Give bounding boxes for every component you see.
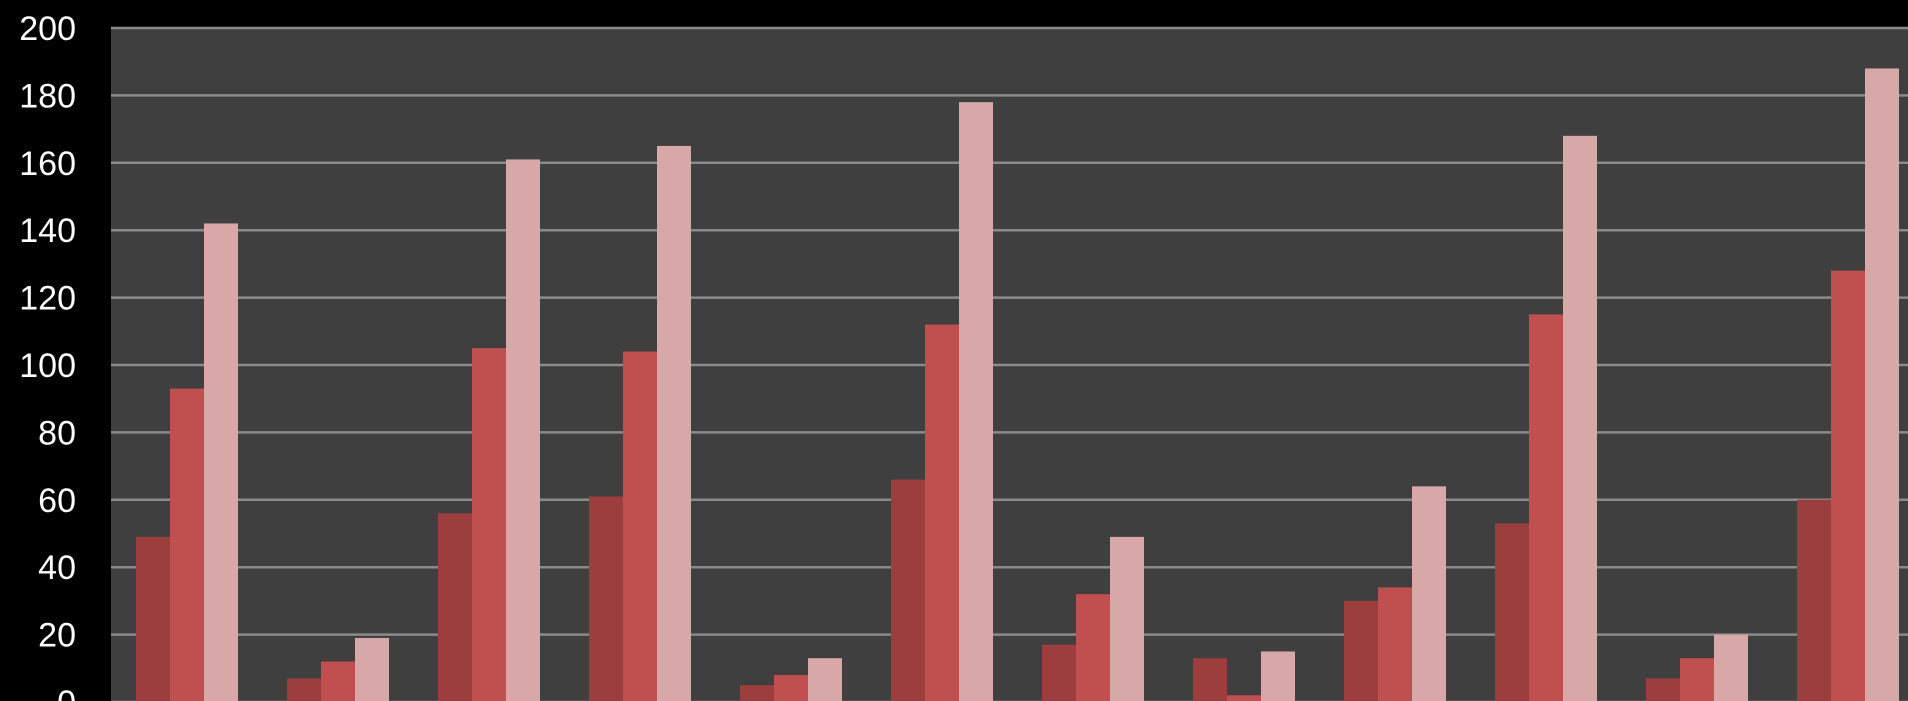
bar-series-2 xyxy=(321,661,355,701)
bar-series-3 xyxy=(657,145,691,701)
bar-series-2 xyxy=(1378,587,1412,701)
bar-series-3 xyxy=(1110,536,1144,701)
y-tick-label: 40 xyxy=(38,549,76,587)
bar-group xyxy=(287,637,389,701)
bar-group xyxy=(438,159,540,701)
bar-group xyxy=(589,145,691,701)
bar-group xyxy=(1797,68,1899,701)
bar-series-1 xyxy=(438,513,472,701)
gridlines xyxy=(111,26,1908,701)
bar-group xyxy=(1344,486,1446,701)
bar-series-2 xyxy=(1529,314,1563,701)
y-tick-label: 140 xyxy=(19,212,76,250)
bar-series-1 xyxy=(1042,644,1076,701)
bar-series-3 xyxy=(808,658,842,701)
bar-series-3 xyxy=(1261,651,1295,701)
bar-series-2 xyxy=(925,324,959,701)
bar-series-1 xyxy=(891,479,925,701)
bar-group xyxy=(1495,135,1597,701)
bar-group xyxy=(136,223,238,701)
bar-series-2 xyxy=(1227,695,1261,701)
bar-series-1 xyxy=(1495,523,1529,701)
bar-series-2 xyxy=(170,388,204,701)
bar-series-3 xyxy=(959,102,993,701)
bar-series-2 xyxy=(472,348,506,701)
bar-group xyxy=(1646,634,1748,701)
bar-series-1 xyxy=(287,678,321,701)
bar-group xyxy=(1042,536,1144,701)
y-tick-label: 200 xyxy=(19,10,76,48)
bar-series-1 xyxy=(740,685,774,701)
y-tick-label: 80 xyxy=(38,414,76,452)
bar-series-2 xyxy=(1076,594,1110,701)
bar-series-1 xyxy=(136,536,170,701)
bar-series-3 xyxy=(1563,135,1597,701)
bar-group xyxy=(891,102,993,701)
bar-series-3 xyxy=(1714,634,1748,701)
bar-series-3 xyxy=(506,159,540,701)
y-tick-label: 0 xyxy=(57,684,76,701)
bar-series-3 xyxy=(355,637,389,701)
y-tick-label: 20 xyxy=(38,617,76,655)
bars xyxy=(136,68,1899,701)
bar-group xyxy=(740,658,842,701)
bar-series-3 xyxy=(1412,486,1446,701)
bar-series-1 xyxy=(1193,658,1227,701)
bar-series-2 xyxy=(774,675,808,701)
bar-series-3 xyxy=(1865,68,1899,701)
y-axis-tick-labels: 0 20 40 60 80 100 120 140 160 180 200 xyxy=(19,10,76,701)
bar-series-1 xyxy=(1344,600,1378,701)
y-tick-label: 160 xyxy=(19,145,76,183)
y-tick-label: 180 xyxy=(19,77,76,115)
bar-series-2 xyxy=(1831,270,1865,701)
bar-series-1 xyxy=(1797,499,1831,701)
bar-group xyxy=(1193,651,1295,701)
bar-series-1 xyxy=(589,496,623,701)
bar-series-1 xyxy=(1646,678,1680,701)
y-tick-label: 120 xyxy=(19,280,76,318)
y-tick-label: 100 xyxy=(19,347,76,385)
bar-series-3 xyxy=(204,223,238,701)
y-tick-label: 60 xyxy=(38,482,76,520)
bar-series-2 xyxy=(623,351,657,701)
bar-series-2 xyxy=(1680,658,1714,701)
